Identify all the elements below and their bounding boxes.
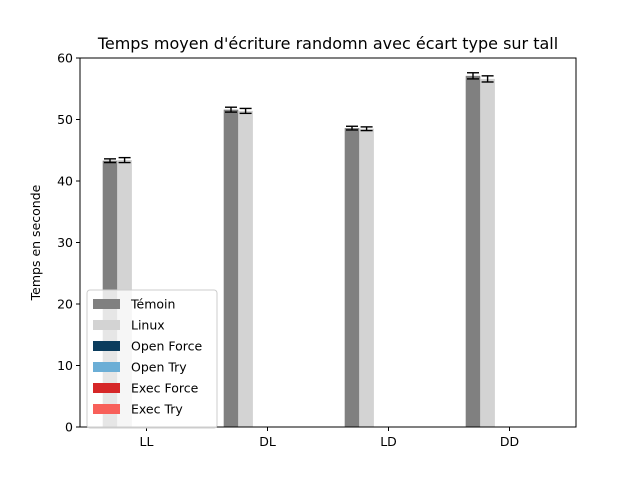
legend-swatch [93,341,120,351]
legend-swatch [93,320,120,330]
y-tick-label: 40 [57,174,73,189]
y-tick-label: 60 [57,51,73,66]
legend: Témoin Linux Open Force Open Try Exec Force E… [86,289,218,429]
legend-swatch [93,299,120,309]
bar [465,75,481,427]
axes-layer: LL DL LD DD 0 10 20 30 40 50 60 [57,51,577,449]
legend-swatch [93,404,120,414]
legend-label: Open Try [131,360,187,375]
legend-label: Open Force [131,339,202,354]
x-tick-label: LD [380,434,397,449]
legend-label: Exec Force [131,381,199,396]
bar [480,78,495,427]
y-axis-label: Temps en seconde [28,184,43,301]
bars-layer [102,75,495,428]
x-tick-label: LL [140,434,154,449]
y-tick-label: 10 [57,358,73,373]
legend-swatch [93,362,120,372]
bar [223,109,239,427]
legend-label: Linux [131,318,165,333]
chart-title: Temps moyen d'écriture randomn avec écar… [97,34,558,53]
y-tick-label: 0 [65,420,73,435]
y-tick-label: 20 [57,297,73,312]
errorbar-layer [104,72,494,164]
bar [359,128,374,428]
x-tick-label: DD [500,434,519,449]
bar [344,128,360,428]
y-tick-label: 30 [57,235,73,250]
y-tick-label: 50 [57,112,73,127]
legend-label: Témoin [130,297,175,312]
bar [238,110,253,427]
x-tick-label: DL [259,434,276,449]
legend-swatch [93,383,120,393]
plot-frame [79,57,577,428]
legend-label: Exec Try [131,402,183,417]
